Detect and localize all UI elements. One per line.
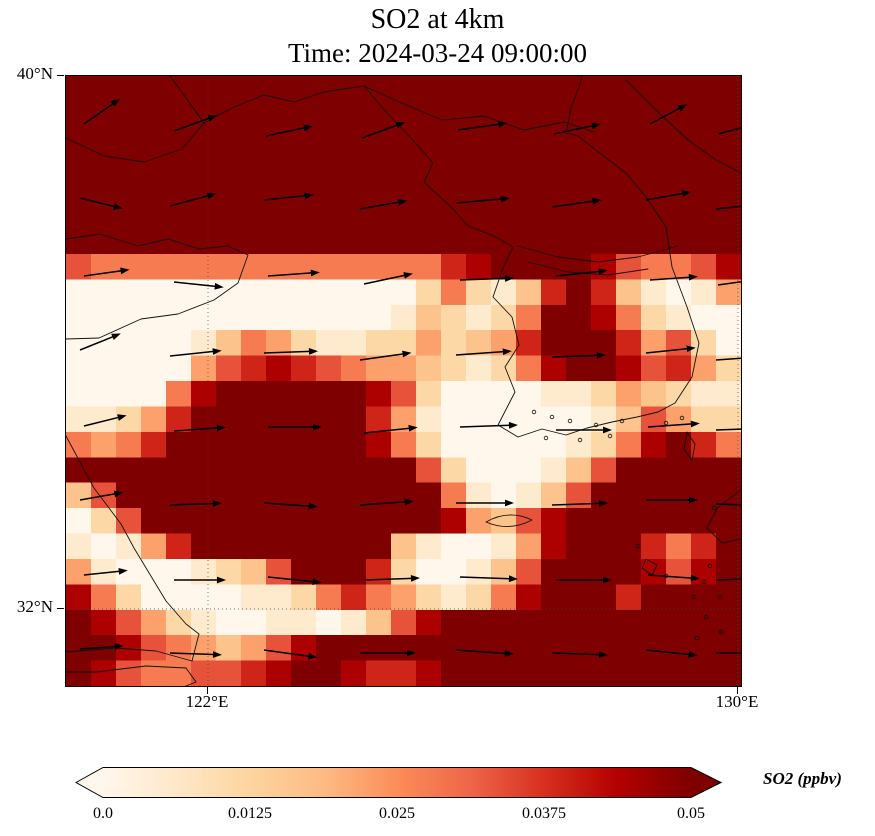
colorbar-tick-0025: 0.025: [379, 805, 415, 822]
colorbar-bar: [75, 767, 723, 798]
colorbar-tick-00375: 0.0375: [522, 805, 566, 822]
xtick-label-130e: 130°E: [715, 692, 759, 711]
map-overlay: [66, 76, 741, 686]
coastlines-layer: [66, 76, 741, 686]
colorbar-tick-005: 0.05: [677, 805, 705, 822]
figure-title: SO2 at 4km: [370, 4, 505, 35]
graticule-layer: [66, 76, 741, 686]
wind-arrows-layer: [79, 98, 741, 660]
xtick-mark-122e: [207, 687, 208, 694]
ytick-label-40n: 40°N: [16, 64, 53, 83]
ytick-label-32n: 32°N: [16, 597, 53, 616]
map-plot: [65, 75, 742, 687]
heatmap-canvas: [66, 76, 741, 686]
colorbar-label: SO2 (ppbv): [763, 769, 842, 788]
islands-layer: [531, 409, 724, 641]
xtick-mark-130e: [737, 687, 738, 694]
figure-subtitle: Time: 2024-03-24 09:00:00: [287, 38, 588, 68]
ytick-mark-32n: [57, 608, 64, 609]
xtick-label-122e: 122°E: [185, 692, 229, 711]
colorbar: [75, 767, 723, 798]
colorbar-tick-00125: 0.0125: [228, 805, 272, 822]
ytick-mark-40n: [57, 75, 64, 76]
colorbar-tick-0: 0.0: [93, 805, 113, 822]
